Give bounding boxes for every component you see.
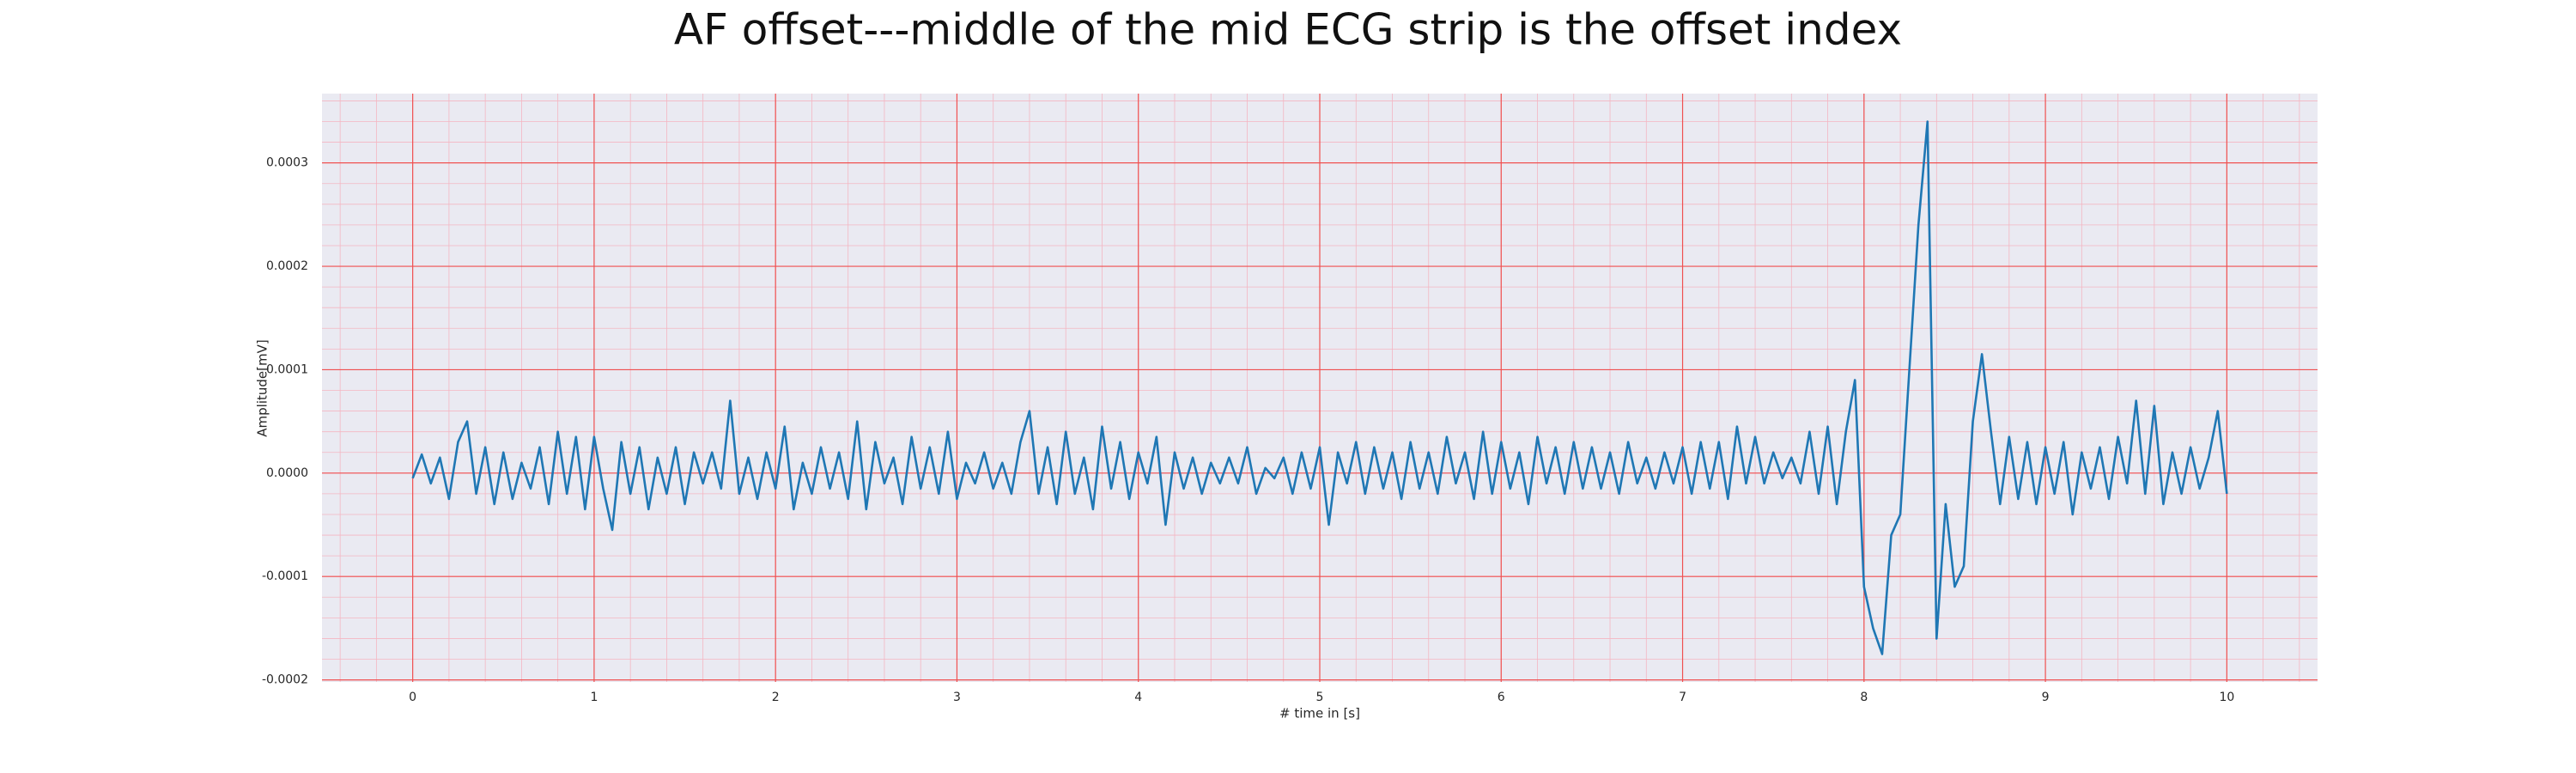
x-tick-label: 8 <box>1860 691 1868 704</box>
x-tick-label: 9 <box>2042 691 2050 704</box>
y-tick-label: 0.0001 <box>266 362 308 376</box>
x-tick-label: 0 <box>409 691 416 704</box>
y-tick-label: -0.0002 <box>262 673 308 687</box>
data-layer <box>411 120 2228 655</box>
signal-line <box>411 120 2228 655</box>
x-tick-label: 7 <box>1679 691 1686 704</box>
x-tick-label: 1 <box>590 691 598 704</box>
x-tick-label: 6 <box>1498 691 1505 704</box>
x-tick-label: 5 <box>1316 691 1324 704</box>
x-tick-label: 4 <box>1134 691 1142 704</box>
y-tick-label: 0.0003 <box>266 156 308 170</box>
x-axis-label: # time in [s] <box>1279 706 1360 721</box>
x-tick-label: 2 <box>772 691 780 704</box>
y-tick-label: 0.0002 <box>266 259 308 273</box>
y-tick-label: 0.0000 <box>266 466 308 480</box>
x-tick-label: 10 <box>2219 691 2234 704</box>
x-tick-label: 3 <box>953 691 961 704</box>
y-tick-label: -0.0001 <box>262 569 308 583</box>
chart-title: AF offset---middle of the mid ECG strip … <box>674 5 1902 55</box>
y-axis-label: Amplitude[mV] <box>255 339 270 436</box>
